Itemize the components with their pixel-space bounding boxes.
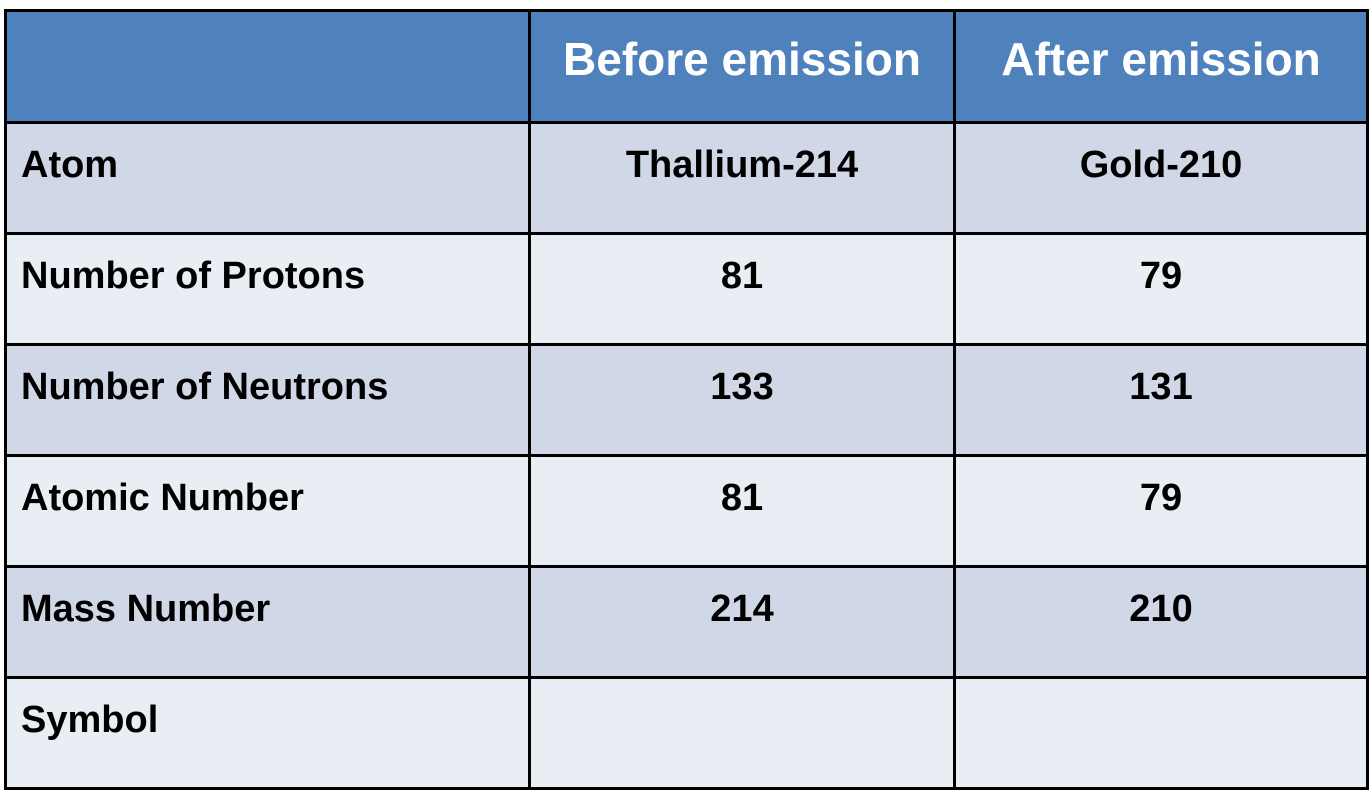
table-row: Number of Neutrons 133 131 <box>4 343 1369 457</box>
row-label: Atomic Number <box>4 454 531 568</box>
emission-table: Before emission After emission Atom Thal… <box>4 9 1369 790</box>
table-row: Atom Thallium-214 Gold-210 <box>4 121 1369 235</box>
table-row: Atomic Number 81 79 <box>4 454 1369 568</box>
after-value <box>953 676 1369 790</box>
after-value: 210 <box>953 565 1369 679</box>
before-value: 214 <box>528 565 956 679</box>
after-value: Gold-210 <box>953 121 1369 235</box>
before-value <box>528 676 956 790</box>
table-container: Before emission After emission Atom Thal… <box>4 9 1369 790</box>
table-row: Mass Number 214 210 <box>4 565 1369 679</box>
before-value: 81 <box>528 454 956 568</box>
row-label: Number of Protons <box>4 232 531 346</box>
after-value: 131 <box>953 343 1369 457</box>
row-label: Atom <box>4 121 531 235</box>
after-value: 79 <box>953 232 1369 346</box>
table-row: Number of Protons 81 79 <box>4 232 1369 346</box>
row-label: Mass Number <box>4 565 531 679</box>
row-label: Symbol <box>4 676 531 790</box>
header-cell-before: Before emission <box>528 9 956 124</box>
after-value: 79 <box>953 454 1369 568</box>
header-cell-empty <box>4 9 531 124</box>
header-row: Before emission After emission <box>4 9 1369 124</box>
table-row: Symbol <box>4 676 1369 790</box>
header-cell-after: After emission <box>953 9 1369 124</box>
before-value: 133 <box>528 343 956 457</box>
row-label: Number of Neutrons <box>4 343 531 457</box>
before-value: 81 <box>528 232 956 346</box>
before-value: Thallium-214 <box>528 121 956 235</box>
